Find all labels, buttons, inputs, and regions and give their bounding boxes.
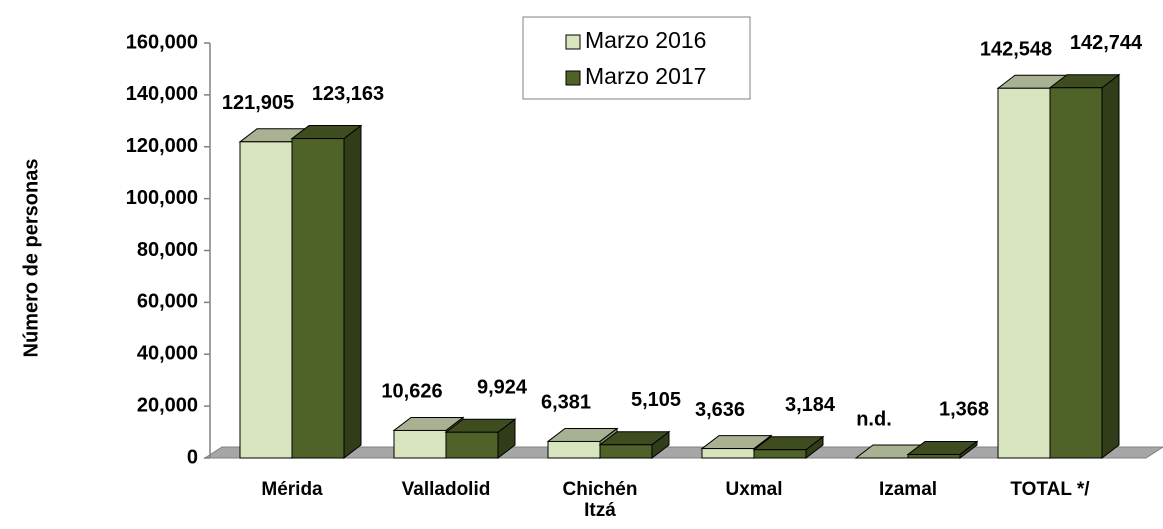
legend-label: Marzo 2016	[585, 27, 706, 53]
x-tick-label: Valladolid	[401, 479, 491, 500]
value-label: 3,184	[785, 394, 836, 416]
y-tick-label: 160,000	[126, 31, 198, 53]
bar	[445, 431, 499, 459]
value-label: 1,368	[939, 399, 989, 421]
value-label: 121,905	[222, 92, 294, 114]
value-label: n.d.	[856, 408, 892, 430]
y-tick-label: 40,000	[137, 343, 198, 365]
legend-box	[522, 16, 751, 100]
value-label: 142,744	[1070, 32, 1143, 54]
bar	[1049, 87, 1103, 459]
y-tick-label: 140,000	[126, 83, 198, 105]
bar	[907, 453, 961, 459]
x-tick-label: Mérida	[261, 479, 323, 500]
value-label: 10,626	[381, 381, 442, 403]
y-tick-label: 20,000	[137, 394, 198, 416]
bar	[393, 429, 447, 459]
legend-swatch	[565, 70, 581, 86]
y-axis-label: Número de personas	[20, 159, 42, 358]
bar	[701, 448, 755, 459]
y-tick-label: 0	[187, 446, 198, 468]
value-label: 9,924	[477, 377, 528, 399]
bar-side	[343, 124, 362, 460]
x-tick-label: TOTAL */	[1010, 479, 1090, 500]
bar-side	[1101, 73, 1120, 460]
value-label: 6,381	[541, 392, 591, 414]
y-tick-label: 120,000	[126, 135, 198, 157]
y-tick-label: 60,000	[137, 291, 198, 313]
x-tick-label: Izamal	[878, 479, 938, 500]
bar	[753, 449, 807, 459]
y-tick-label: 80,000	[137, 239, 198, 261]
x-tick-label: Chichén Itzá	[562, 479, 638, 521]
value-label: 142,548	[980, 39, 1052, 61]
x-tick-label: Uxmal	[725, 479, 783, 500]
value-label: 3,636	[695, 399, 745, 421]
value-label: 5,105	[631, 389, 681, 411]
y-tick-label: 100,000	[126, 187, 198, 209]
bar	[239, 141, 293, 459]
bar	[547, 440, 601, 459]
legend-swatch	[565, 34, 581, 50]
bar	[997, 87, 1051, 459]
bar	[291, 138, 345, 459]
value-label: 123,163	[312, 83, 384, 105]
legend-label: Marzo 2017	[585, 63, 706, 89]
bar	[599, 444, 653, 459]
